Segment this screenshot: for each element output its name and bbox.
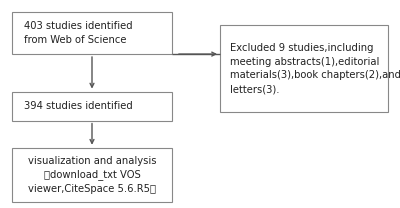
Text: Excluded 9 studies,including
meeting abstracts(1),editorial
materials(3),book ch: Excluded 9 studies,including meeting abs… — [230, 43, 400, 94]
Text: 394 studies identified: 394 studies identified — [24, 101, 133, 111]
Text: 403 studies identified
from Web of Science: 403 studies identified from Web of Scien… — [24, 21, 133, 45]
FancyBboxPatch shape — [12, 12, 172, 54]
FancyBboxPatch shape — [12, 148, 172, 202]
Text: visualization and analysis
（download_txt VOS
viewer,CiteSpace 5.6.R5）: visualization and analysis （download_txt… — [28, 156, 156, 194]
FancyBboxPatch shape — [220, 25, 388, 112]
FancyBboxPatch shape — [12, 92, 172, 121]
